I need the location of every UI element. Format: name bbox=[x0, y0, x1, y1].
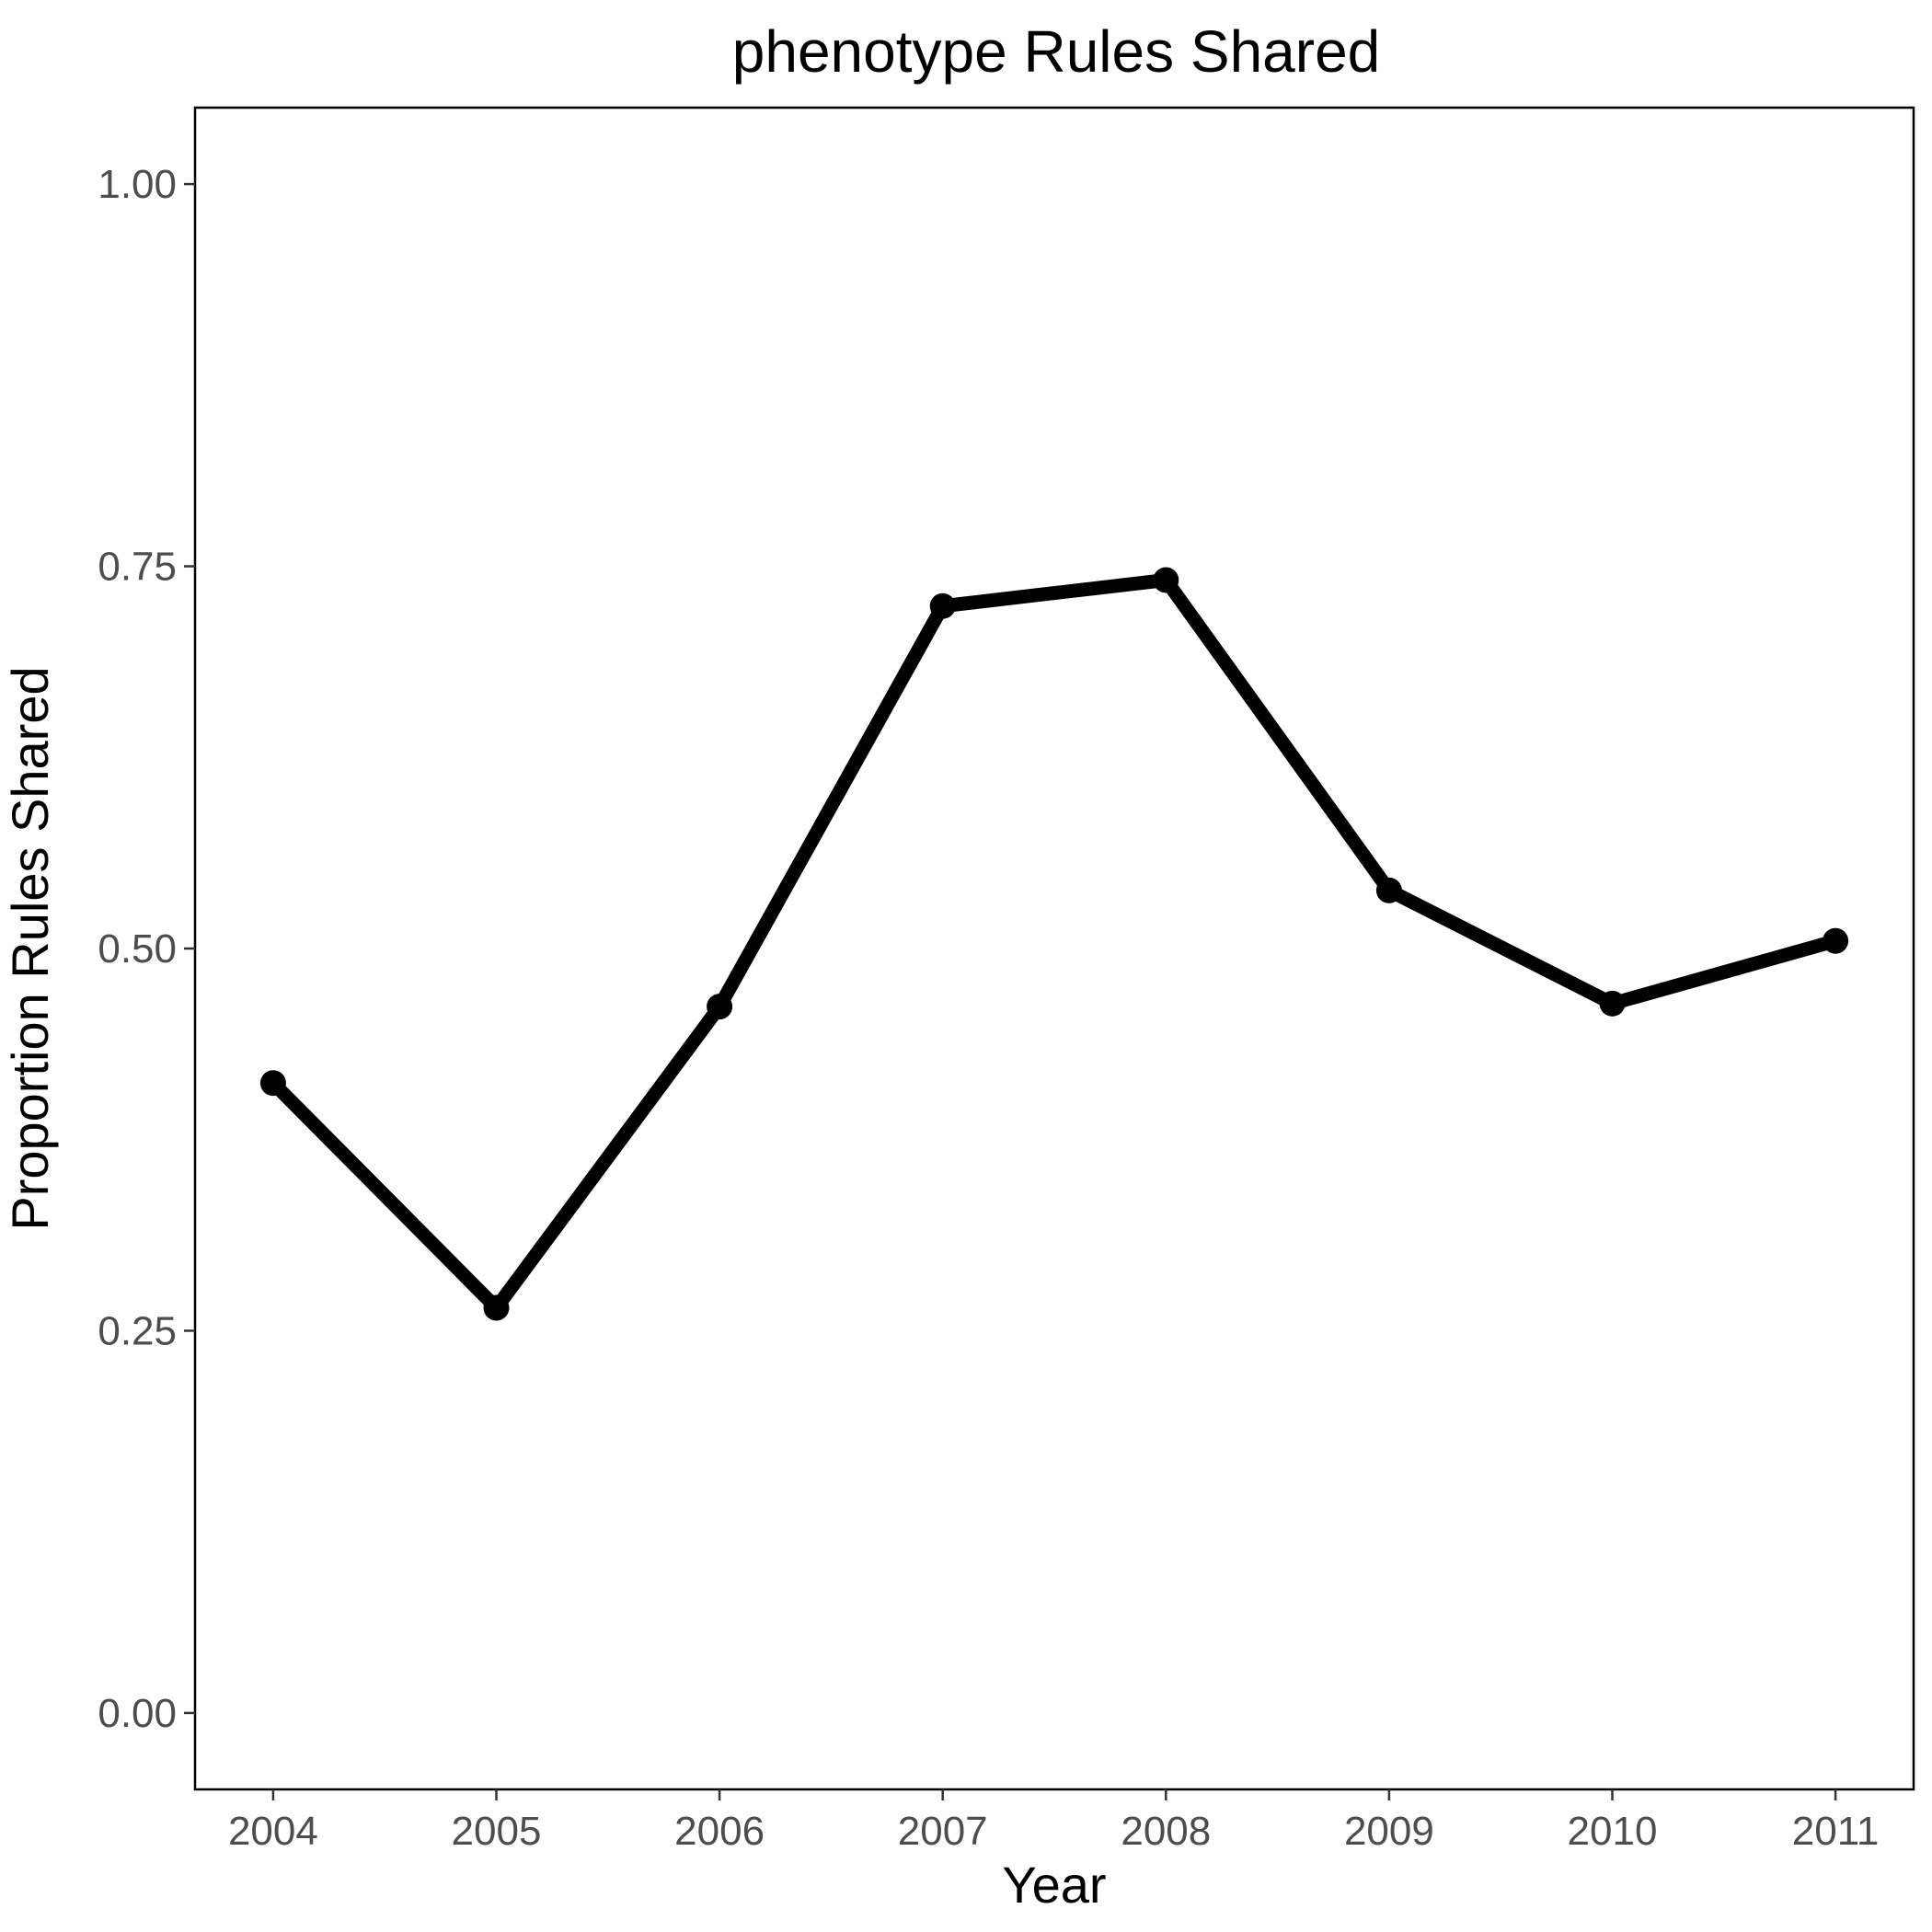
data-point bbox=[1823, 927, 1849, 954]
x-tick-label: 2010 bbox=[1568, 1809, 1658, 1854]
data-point bbox=[707, 994, 733, 1020]
data-point bbox=[259, 1070, 286, 1097]
y-axis: 0.00 0.25 0.50 0.75 1.00 bbox=[98, 162, 195, 1736]
y-tick-label: 0.75 bbox=[98, 545, 177, 590]
data-point bbox=[1153, 567, 1179, 593]
series-layer bbox=[259, 567, 1849, 1321]
y-tick-label: 0.25 bbox=[98, 1308, 177, 1353]
x-axis: 2004 2005 2006 2007 2008 2009 2010 2011 bbox=[228, 1789, 1879, 1854]
y-tick-label: 0.00 bbox=[98, 1691, 177, 1736]
y-tick-label: 0.50 bbox=[98, 926, 177, 972]
plot-panel bbox=[193, 106, 1915, 1791]
x-tick-label: 2006 bbox=[674, 1809, 765, 1854]
y-axis-title: Proportion Rules Shared bbox=[1, 666, 59, 1230]
data-point bbox=[1375, 877, 1402, 903]
x-tick-label: 2008 bbox=[1121, 1809, 1211, 1854]
data-point bbox=[1599, 990, 1626, 1017]
x-tick-label: 2004 bbox=[228, 1809, 318, 1854]
data-point bbox=[929, 592, 956, 619]
series-line bbox=[266, 573, 1843, 1316]
x-tick-label: 2005 bbox=[452, 1809, 542, 1854]
chart-title: phenotype Rules Shared bbox=[732, 18, 1381, 85]
data-point bbox=[483, 1294, 510, 1321]
x-tick-label: 2011 bbox=[1792, 1809, 1880, 1854]
x-tick-label: 2009 bbox=[1344, 1809, 1434, 1854]
x-tick-label: 2007 bbox=[898, 1809, 988, 1854]
x-axis-title: Year bbox=[1002, 1856, 1106, 1914]
y-tick-label: 1.00 bbox=[98, 162, 177, 207]
